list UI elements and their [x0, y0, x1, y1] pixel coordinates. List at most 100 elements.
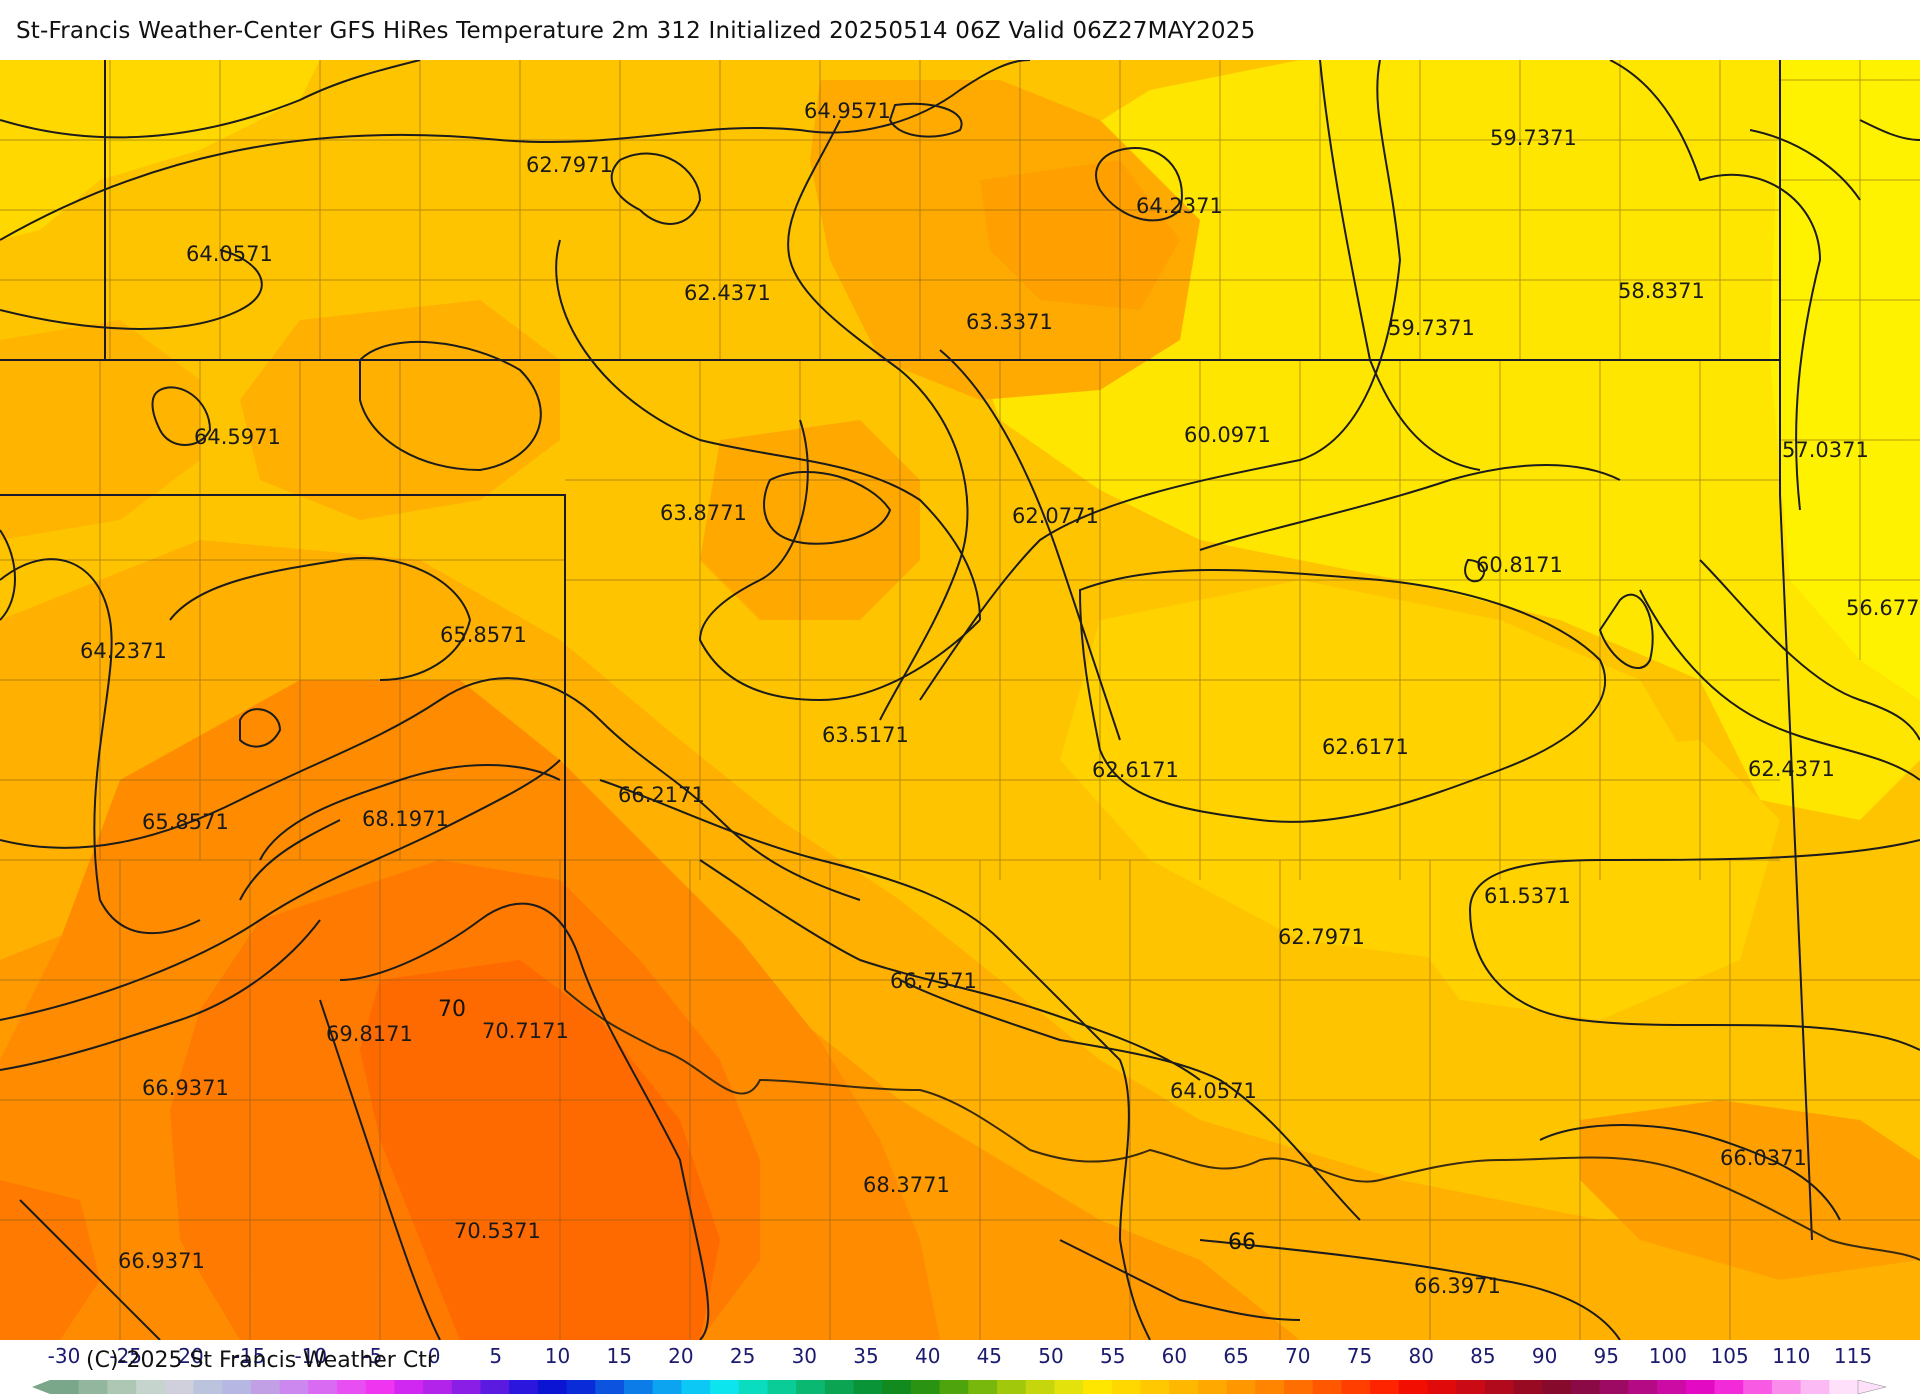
colorbar-tick-label: 60: [1162, 1344, 1187, 1368]
temperature-map: 70 66 64.9571 62.7971 64.2371 59.7371 64…: [0, 60, 1920, 1340]
point-value: 60.0971: [1184, 423, 1271, 447]
colorbar-swatch: [566, 1380, 596, 1394]
colorbar-swatch: [193, 1380, 223, 1394]
colorbar-swatch: [1484, 1380, 1515, 1394]
colorbar-tick-label: 45: [977, 1344, 1002, 1368]
point-value: 62.4371: [1748, 757, 1835, 781]
colorbar-swatch: [595, 1380, 625, 1394]
colorbar-swatch: [1542, 1380, 1572, 1394]
colorbar-right-arrow: [1857, 1379, 1887, 1395]
point-value: 68.1971: [362, 807, 449, 831]
colorbar-swatch: [250, 1380, 281, 1394]
colorbar-swatch: [451, 1380, 482, 1394]
colorbar-tick-label: 30: [792, 1344, 817, 1368]
colorbar-swatch: [1398, 1380, 1429, 1394]
contour-label: 70: [438, 997, 466, 1022]
colorbar-ticks: -30 -25 -20 -15 -10 -5 0 5 10 15 20 25 30 35 40 45 50 55 6…: [48, 1344, 1872, 1368]
colorbar-tick-label: 5: [489, 1344, 502, 1368]
isotherm-contours: [0, 60, 1920, 1340]
point-value: 63.5171: [822, 723, 909, 747]
point-value: 59.7371: [1388, 316, 1475, 340]
colorbar-swatch: [1628, 1380, 1658, 1394]
colorbar-swatch: [50, 1380, 80, 1394]
colorbar-swatch: [1341, 1380, 1371, 1394]
colorbar-swatch: [336, 1380, 367, 1394]
colorbar-tick-label: 105: [1711, 1344, 1749, 1368]
colorbar-swatch: [1226, 1380, 1256, 1394]
colorbar-swatch: [796, 1380, 826, 1394]
colorbar-swatch: [1657, 1380, 1687, 1394]
colorbar-swatch: [710, 1380, 740, 1394]
colorbar-tick-label: -20: [171, 1344, 204, 1368]
colorbar-swatch: [824, 1380, 855, 1394]
colorbar-tick-label: -15: [233, 1344, 266, 1368]
point-temperature-values: 64.9571 62.7971 64.2371 59.7371 64.0571 …: [80, 99, 1920, 1298]
colorbar-tick-label: 10: [545, 1344, 570, 1368]
colorbar-swatch: [652, 1380, 682, 1394]
colorbar-swatch: [222, 1380, 252, 1394]
point-value: 66.9371: [142, 1076, 229, 1100]
colorbar-tick-label: 40: [915, 1344, 940, 1368]
colorbar-swatch: [537, 1380, 568, 1394]
colorbar-swatch: [1370, 1380, 1400, 1394]
colorbar-tick-label: 75: [1347, 1344, 1372, 1368]
point-value: 64.0571: [186, 242, 273, 266]
colorbar-swatch: [136, 1380, 166, 1394]
colorbar-tick-label: 50: [1038, 1344, 1063, 1368]
colorbar-tick-label: 95: [1593, 1344, 1618, 1368]
colorbar-swatch: [78, 1380, 108, 1394]
colorbar-swatch: [1111, 1380, 1142, 1394]
colorbar-swatch: [1312, 1380, 1343, 1394]
colorbar-swatch: [1829, 1380, 1859, 1394]
colorbar-swatch: [279, 1380, 309, 1394]
colorbar-swatch: [1197, 1380, 1228, 1394]
colorbar-swatch: [1083, 1380, 1113, 1394]
point-value: 66.9371: [118, 1249, 205, 1273]
colorbar-tick-label: 25: [730, 1344, 755, 1368]
point-value: 70.5371: [454, 1219, 541, 1243]
point-value: 65.8571: [142, 810, 229, 834]
colorbar-swatch: [882, 1380, 912, 1394]
point-value: 65.8571: [440, 623, 527, 647]
colorbar-swatch: [1599, 1380, 1630, 1394]
point-value: 59.7371: [1490, 126, 1577, 150]
point-value: 57.0371: [1782, 438, 1869, 462]
colorbar-tick-label: -10: [294, 1344, 327, 1368]
colorbar-tick-label: 100: [1649, 1344, 1687, 1368]
point-value: 64.5971: [194, 425, 281, 449]
colorbar-left-arrow: [32, 1380, 50, 1394]
colorbar-swatch: [1427, 1380, 1457, 1394]
point-value: 56.6771: [1846, 596, 1920, 620]
colorbar-tick-label: -25: [109, 1344, 142, 1368]
colorbar-tick-label: -30: [48, 1344, 81, 1368]
colorbar-swatch: [1255, 1380, 1285, 1394]
colorbar-tick-label: 35: [853, 1344, 878, 1368]
colorbar-swatch: [1800, 1380, 1830, 1394]
colorbar-swatch: [681, 1380, 711, 1394]
colorbar-swatch: [1456, 1380, 1486, 1394]
colorbar-tick-label: 80: [1408, 1344, 1433, 1368]
point-value: 64.0571: [1170, 1079, 1257, 1103]
point-value: 66.2171: [618, 783, 705, 807]
colorbar-swatch: [939, 1380, 969, 1394]
colorbar-tick-label: 115: [1834, 1344, 1872, 1368]
temperature-colorbar: -30 -25 -20 -15 -10 -5 0 5 10 15 20 25 30 35 40 45 50 55 6…: [32, 1344, 1887, 1395]
colorbar-swatch: [164, 1380, 195, 1394]
colorbar-tick-label: 65: [1223, 1344, 1248, 1368]
point-value: 62.7971: [526, 153, 613, 177]
colorbar-swatch: [910, 1380, 941, 1394]
colorbar-tick-label: 55: [1100, 1344, 1125, 1368]
colorbar-swatch: [1714, 1380, 1744, 1394]
point-value: 62.7971: [1278, 925, 1365, 949]
colorbar-swatch: [423, 1380, 453, 1394]
colorbar-swatches: [32, 1379, 1887, 1395]
colorbar-swatch: [308, 1380, 338, 1394]
point-value: 58.8371: [1618, 279, 1705, 303]
temperature-shading: [0, 60, 1920, 1340]
point-value: 68.3771: [863, 1173, 950, 1197]
state-boundaries: [0, 60, 1813, 1241]
point-value: 62.4371: [684, 281, 771, 305]
colorbar-swatch: [623, 1380, 654, 1394]
copyright-text: (C)-2025 St Francis Weather Ctr: [86, 1348, 436, 1373]
colorbar-swatch: [767, 1380, 797, 1394]
